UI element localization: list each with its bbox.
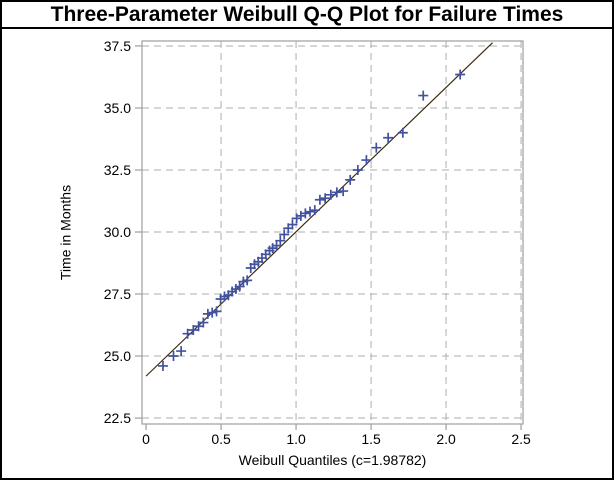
- data-point-marker: [295, 210, 306, 221]
- data-point-marker: [300, 208, 311, 219]
- data-point-marker: [182, 328, 193, 339]
- y-tick-label: 32.5: [104, 162, 131, 178]
- data-point-marker: [275, 235, 286, 246]
- data-point-marker: [331, 187, 342, 198]
- x-tick-label: 0.5: [211, 431, 231, 447]
- data-point-marker: [291, 213, 302, 224]
- chart-title: Three-Parameter Weibull Q-Q Plot for Fai…: [2, 2, 612, 29]
- data-point-marker: [397, 127, 408, 138]
- data-point-marker: [383, 132, 394, 143]
- x-tick-label: 0: [142, 431, 150, 447]
- data-point-marker: [305, 206, 315, 217]
- x-tick-label: 1.5: [361, 431, 381, 447]
- x-tick-label: 2.0: [436, 431, 456, 447]
- data-point-marker: [207, 307, 218, 318]
- data-point-marker: [361, 155, 372, 166]
- data-point-marker: [345, 174, 356, 185]
- data-point-marker: [314, 194, 325, 205]
- data-point-marker: [211, 306, 222, 317]
- data-point-marker: [202, 308, 213, 319]
- data-point-marker: [309, 205, 320, 216]
- plot-frame: [141, 40, 524, 425]
- x-axis-title: Weibull Quantiles (c=1.98782): [238, 452, 427, 468]
- data-point-marker: [455, 69, 466, 80]
- x-tick-label: 1.0: [286, 431, 306, 447]
- y-tick-label: 22.5: [104, 410, 131, 426]
- y-axis-title: Time in Months: [57, 184, 74, 281]
- data-point-marker: [158, 360, 168, 371]
- data-point-marker: [371, 142, 382, 153]
- data-point-marker: [325, 189, 336, 200]
- y-tick-label: 35.0: [104, 100, 131, 116]
- data-point-marker: [320, 193, 331, 204]
- y-tick-label: 37.5: [104, 38, 131, 54]
- data-point-marker: [338, 186, 349, 197]
- data-point-marker: [279, 229, 290, 240]
- data-point-marker: [168, 351, 179, 362]
- data-point-marker: [176, 346, 187, 357]
- y-tick-label: 25.0: [104, 348, 131, 364]
- data-point-marker: [198, 317, 209, 328]
- x-tick-label: 2.5: [511, 431, 531, 447]
- data-point-marker: [287, 219, 298, 230]
- data-point-marker: [352, 164, 363, 175]
- y-tick-label: 27.5: [104, 286, 131, 302]
- data-point-marker: [418, 90, 429, 101]
- data-point-marker: [188, 324, 199, 335]
- data-point-marker: [242, 275, 253, 286]
- y-tick-label: 30.0: [104, 224, 131, 240]
